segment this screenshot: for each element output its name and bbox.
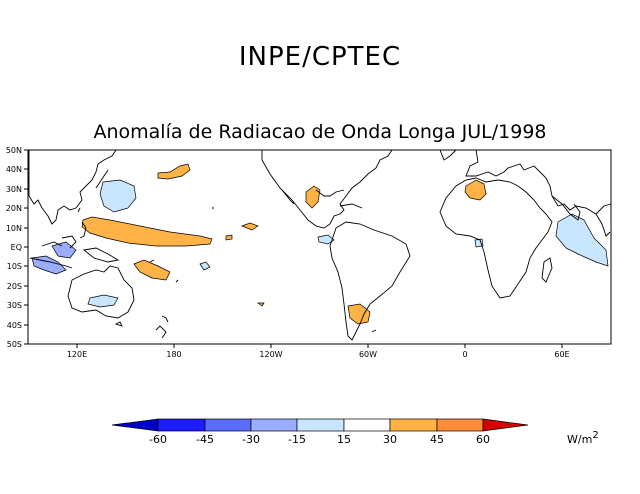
map-title: Anomalía de Radiacao de Onda Longa JUL/1… [93, 121, 547, 143]
pos-central-pacific [241, 222, 259, 231]
color-bar: -60 -45 -30 -15 15 30 45 60 W/m2 [111, 418, 599, 446]
lon-label: 0 [462, 350, 467, 359]
lat-label: EQ [11, 243, 22, 252]
lat-label: 20N [6, 204, 22, 213]
colorbar-box [389, 418, 438, 432]
coast-cuba [339, 203, 363, 209]
neg-maritime-b [51, 241, 77, 259]
pos-small-east-pacific [256, 302, 265, 307]
coast-greenland [439, 149, 457, 161]
lon-label: 120E [67, 350, 87, 359]
colorbar-label: -45 [196, 433, 214, 446]
lat-axis: 50N 40N 30N 20N 10N EQ 10S 20S 30S 40S 5… [6, 146, 28, 349]
colorbar-box [343, 418, 391, 432]
neg-north-pacific [99, 179, 137, 213]
coast-indonesia [29, 235, 77, 269]
colorbar-arrow-right [482, 418, 529, 432]
coast-new-zealand [155, 315, 169, 339]
colorbar-label: 30 [383, 433, 397, 446]
anomaly-regions [31, 163, 609, 325]
lat-label: 40N [6, 165, 22, 174]
colorbar-label: 60 [476, 433, 490, 446]
lon-label: 180 [166, 350, 181, 359]
neg-africa [474, 238, 484, 248]
colorbar-label: -30 [242, 433, 260, 446]
colorbar-unit: W/m2 [567, 430, 599, 446]
colorbar-box [250, 418, 298, 432]
colorbar-label: -60 [149, 433, 167, 446]
colorbar-box [157, 418, 206, 432]
colorbar-box [436, 418, 484, 432]
colorbar-label: 45 [430, 433, 444, 446]
neg-indian [555, 213, 609, 267]
lat-label: 30S [7, 301, 22, 310]
coast-baja [281, 189, 295, 205]
pos-central-pacific-b [225, 234, 233, 241]
coast-gulf [315, 189, 345, 197]
pos-western-pacific [81, 216, 213, 247]
lon-label: 60W [359, 350, 377, 359]
colorbar-label: 15 [337, 433, 351, 446]
colorbar-label: -15 [288, 433, 306, 446]
coast-south-america [329, 221, 411, 341]
pos-coral-sea [133, 259, 171, 281]
pos-north-pacific [157, 163, 191, 180]
coast-india [595, 213, 611, 237]
coast-asia [28, 149, 117, 225]
pos-sahara [464, 179, 487, 201]
neg-australia [87, 294, 119, 308]
neg-south-pacific [199, 261, 211, 271]
lat-label: 50N [6, 146, 22, 155]
pos-south-america [347, 303, 371, 325]
coast-europe [465, 149, 612, 215]
colorbar-arrow-left [111, 418, 159, 432]
coast-arabia [551, 195, 581, 221]
lat-label: 10S [7, 262, 22, 271]
coast-north-america [261, 149, 393, 229]
colorbar-box [204, 418, 252, 432]
lat-label: 50S [7, 340, 22, 349]
lat-label: 20S [7, 282, 22, 291]
coast-falklands [371, 329, 377, 333]
map-frame [27, 149, 612, 345]
coast-philippines [79, 221, 87, 239]
coast-australia [67, 265, 135, 319]
colorbar-box [296, 418, 345, 432]
page-title: INPE/CPTEC [238, 42, 402, 72]
lon-axis: 120E 180 120W 60W 0 60E [67, 344, 570, 359]
coastlines [28, 149, 612, 341]
lon-label: 60E [554, 350, 569, 359]
coast-madagascar [541, 257, 553, 283]
lat-label: 40S [7, 321, 22, 330]
coast-taiwan [77, 207, 81, 213]
coast-africa [439, 177, 553, 299]
coast-japan [95, 169, 109, 189]
lon-label: 120W [259, 350, 282, 359]
unit-exponent: 2 [592, 430, 598, 441]
lat-label: 10N [6, 224, 22, 233]
lat-label: 30N [6, 185, 22, 194]
coast-tasmania [114, 321, 123, 327]
coast-new-guinea [82, 247, 120, 263]
coast-islands [149, 207, 214, 283]
unit-base: W/m [567, 433, 592, 446]
pos-north-america [305, 185, 321, 209]
